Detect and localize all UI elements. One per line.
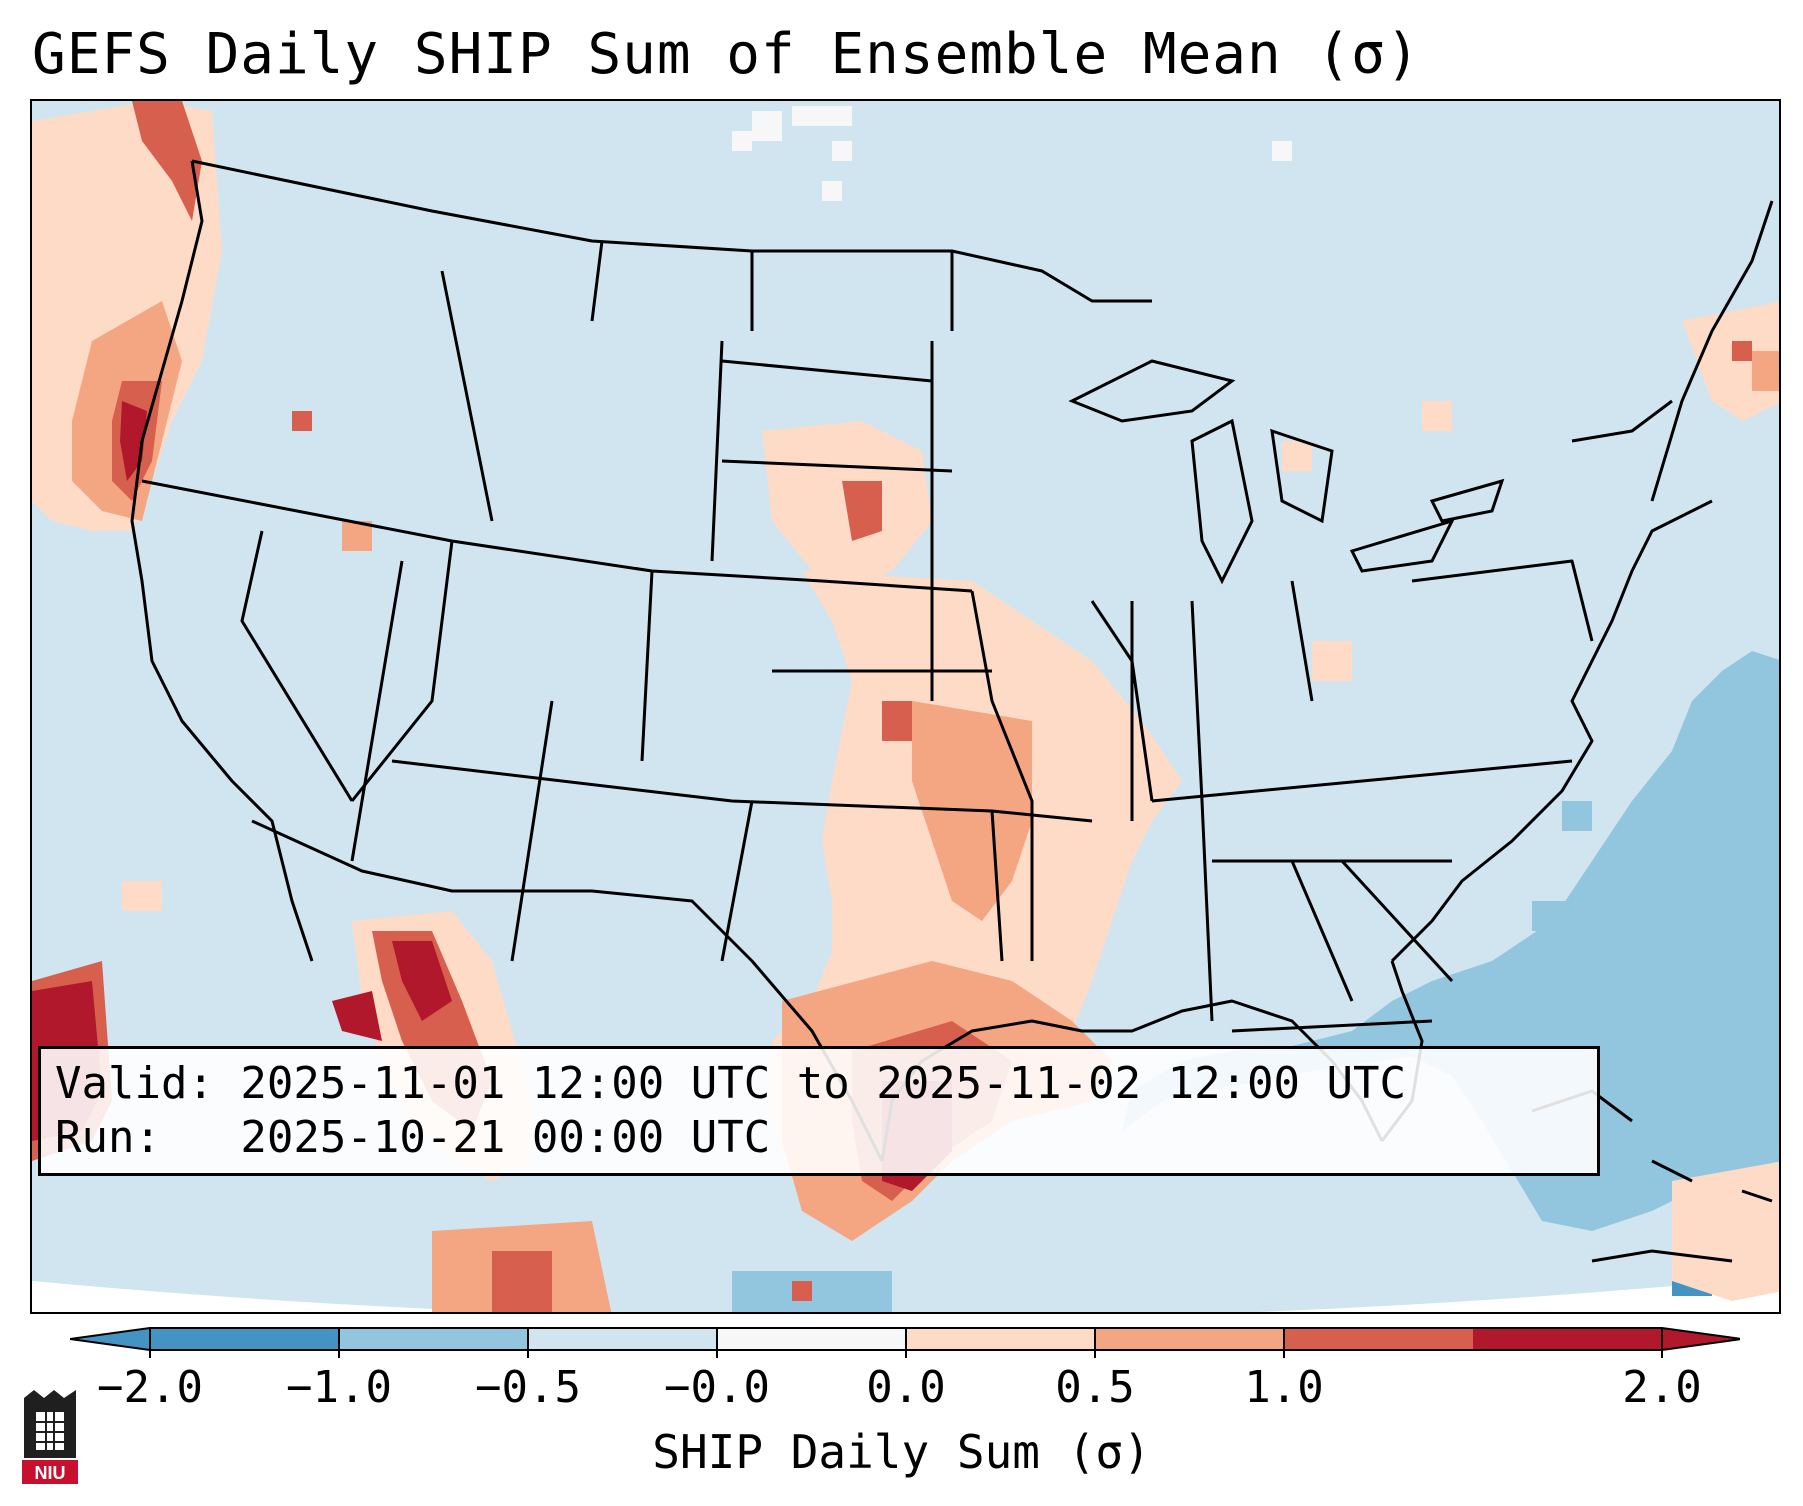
political-boundaries: [130, 159, 1713, 1162]
colorbar-extend-max: [1662, 1328, 1740, 1350]
colorbar-segment: [339, 1328, 529, 1350]
colorbar-segment: [717, 1328, 907, 1350]
colorbar: [70, 1327, 1740, 1358]
colorbar-label: SHIP Daily Sum (σ): [652, 1425, 1151, 1479]
canada-coastline: [1650, 200, 1774, 502]
niu-tower-logo: NIU: [22, 1390, 78, 1484]
validity-info-box: Valid: 2025-11-01 12:00 UTC to 2025-11-0…: [38, 1046, 1600, 1176]
run-time-text: Run: 2025-10-21 00:00 UTC: [55, 1112, 771, 1163]
colorbar-tick-label: −0.5: [475, 1362, 581, 1413]
colorbar-segment: [1284, 1328, 1474, 1350]
colorbar-extend-min: [70, 1328, 150, 1350]
logo-text: NIU: [35, 1463, 66, 1483]
colorbar-segment: [528, 1328, 718, 1350]
colorbar-segment: [1095, 1328, 1285, 1350]
map-title: GEFS Daily SHIP Sum of Ensemble Mean (σ): [32, 22, 1421, 87]
valid-time-text: Valid: 2025-11-01 12:00 UTC to 2025-11-0…: [55, 1058, 1407, 1109]
colorbar-ticks: [149, 1328, 1663, 1358]
near-zero-patches: [732, 106, 1292, 201]
colorbar-segment: [150, 1328, 340, 1350]
outside-domain: [32, 1276, 1779, 1312]
colorbar-segment: [906, 1328, 1096, 1350]
colorbar-tick-label: 2.0: [1622, 1362, 1702, 1413]
great-lakes: [1068, 359, 1505, 585]
colorbar-tick-label: 1.0: [1244, 1362, 1324, 1413]
colorbar-tick-label: 0.0: [866, 1362, 946, 1413]
colorbar-tick-label: 0.5: [1055, 1362, 1135, 1413]
colorbar-segments: [70, 1327, 1740, 1351]
colorbar-segment: [1473, 1328, 1663, 1350]
colorbar-tick-label: −1.0: [286, 1362, 392, 1413]
colorbar-tick-label: −0.0: [664, 1362, 770, 1413]
colorbar-tick-label: −2.0: [97, 1362, 203, 1413]
